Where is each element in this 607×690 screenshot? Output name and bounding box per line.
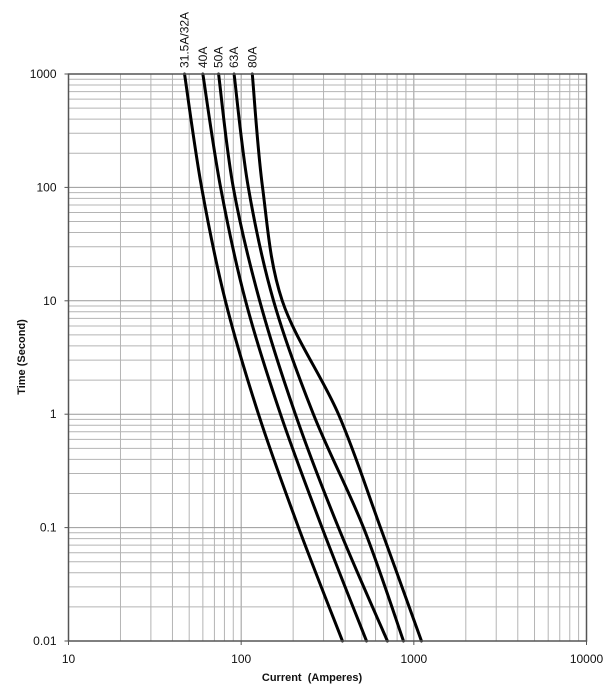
x-tick-label: 1000 [400,652,427,666]
curve-label: 40A [196,47,210,68]
y-tick-label: 1 [50,407,57,421]
x-tick-label: 10 [62,652,76,666]
x-tick-label: 100 [231,652,251,666]
curves [183,72,423,643]
curve-label: 50A [212,47,226,68]
curve-label: 63A [227,47,241,68]
y-axis-title: Time (Second) [16,319,28,395]
curve-80a [250,72,423,643]
curve-31-5a-32a [183,72,344,643]
y-tick-label: 100 [36,180,56,194]
y-tick-label: 0.1 [40,521,57,535]
curve-label: 31.5A/32A [178,12,192,68]
curve-label: 80A [245,47,259,68]
curve-labels: 31.5A/32A 40A 50A 63A 80A [178,12,260,68]
y-tick-label: 1000 [30,67,57,81]
curve-50a [217,72,389,643]
x-axis-title: Current (Amperes) [262,672,363,684]
y-tick-label: 10 [43,294,57,308]
x-tick-label: 10000 [570,652,604,666]
grid [68,74,587,642]
y-tick-label: 0.01 [33,634,57,648]
curve-40a [201,72,369,643]
curve-63a [232,72,405,643]
plot-frame [67,73,588,642]
tick-labels: 10 100 1000 10000 1000 100 10 1 0.1 0.01 [30,67,604,666]
